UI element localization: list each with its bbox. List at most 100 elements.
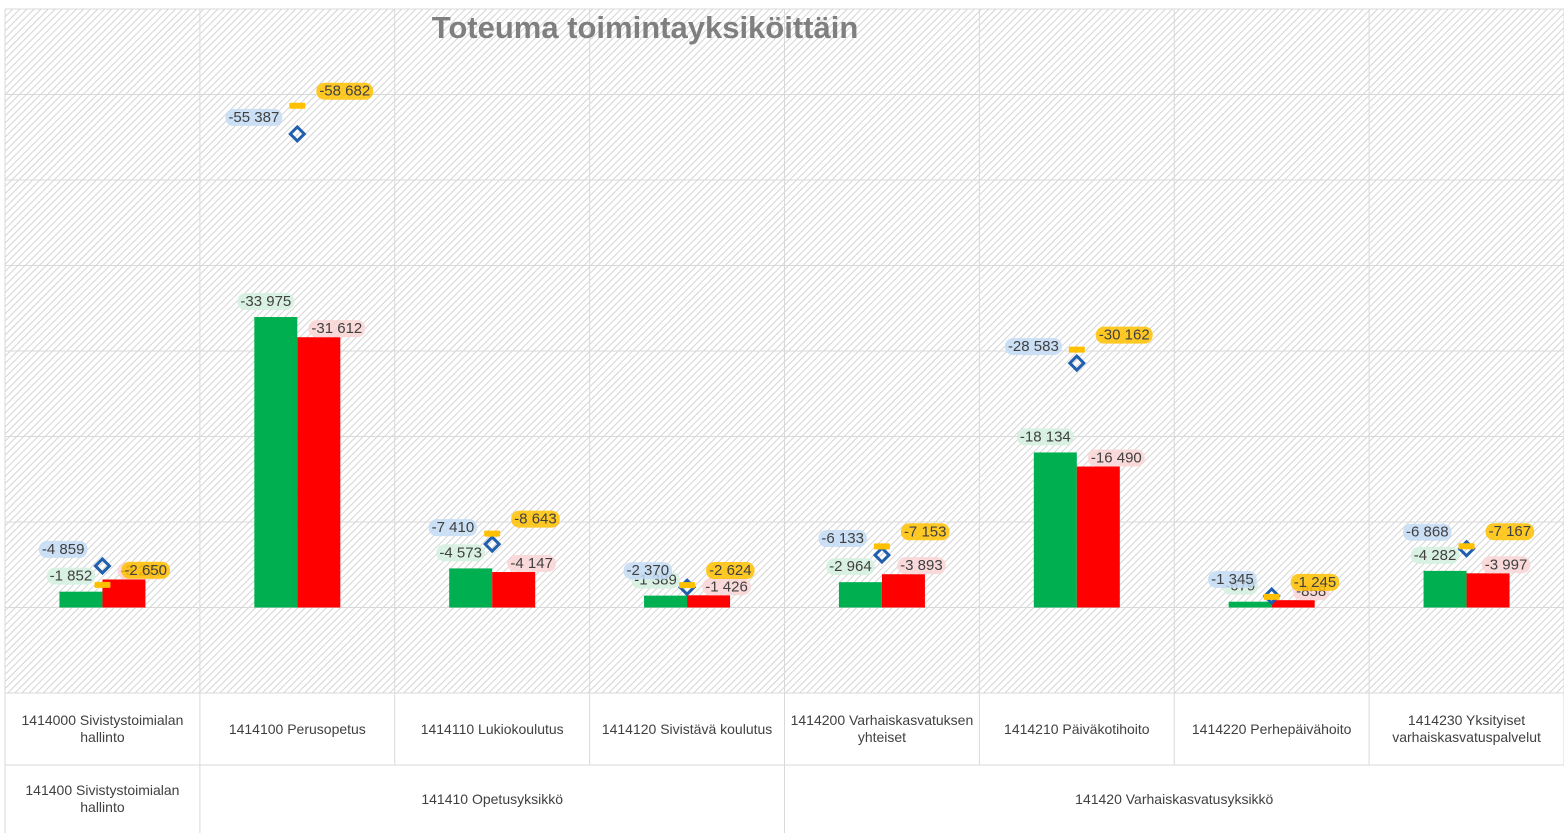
data-label: -4 147 [510,555,553,572]
group-label: 141420 Varhaiskasvatusyksikkö [1075,790,1274,807]
data-label-group: -55 387 [225,108,283,126]
marker-dash [873,543,890,550]
data-label: -6 133 [821,530,864,547]
data-label: -18 134 [1020,428,1071,445]
data-label-bg [702,578,751,596]
marker-diamond [93,556,112,576]
data-label-bg [1016,428,1074,446]
data-label-bg [706,562,755,580]
data-label-bg [897,557,946,575]
data-label-bg [1481,556,1531,574]
data-label-group: -31 612 [308,320,366,338]
data-label: -7 153 [904,523,947,540]
x-tick-label: 1414000 Sivistystoimialan hallinto [21,712,184,745]
data-label-group: -4 147 [507,555,556,573]
data-label: -4 573 [439,544,482,561]
data-label: -1 426 [705,578,748,595]
data-label: -4 282 [1414,547,1457,564]
marker-dash [289,102,306,109]
data-label: -16 490 [1091,449,1142,466]
data-label-group: -4 859 [38,540,88,558]
data-label: -1 345 [1211,571,1254,588]
data-label-bg [818,530,867,548]
data-label-group: -7 410 [428,519,478,537]
data-label: -1 852 [50,568,93,585]
data-label-group: -2 964 [826,558,875,576]
data-label-bg [1208,570,1257,588]
data-label-bg [900,523,950,541]
data-label-bg [511,510,560,528]
data-label-group: -33 975 [237,292,295,310]
bar [1228,601,1272,608]
marker-diamond [1262,586,1281,606]
data-label: -6 868 [1406,524,1449,541]
data-label: -4 859 [42,541,85,558]
data-label-group: -7 153 [900,523,950,541]
bar [449,568,493,608]
bar [838,582,882,608]
x-tick-label: 1414110 Lukiokoulutus [420,720,564,737]
bar [59,591,103,608]
x-tick-label: 1414220 Perhepäivähoito [1191,720,1352,737]
marker-diamond [483,535,502,554]
data-label-group: -1 345 [1208,570,1257,588]
marker-dash [94,581,111,588]
data-label-bg [1403,523,1452,541]
data-label-bg [1087,449,1145,467]
data-label: -7 410 [432,519,475,536]
marker-dash [1263,593,1280,600]
bar [1423,570,1467,608]
group-label: 141410 Opetusyksikkö [421,790,563,807]
data-label-bg [826,558,875,576]
chart-title: Toteuma toimintayksiköittäin [431,10,859,45]
data-label-group: -4 573 [436,544,485,562]
data-label: -55 387 [228,109,279,126]
marker-dash [1458,543,1475,550]
data-label-group: -28 583 [1004,338,1062,356]
marker-dash [1068,346,1085,353]
bar [881,574,925,608]
bar [254,317,298,608]
bar [1076,466,1120,608]
data-label: -2 370 [627,562,670,579]
data-label-group: -1 245 [1290,573,1340,591]
data-label-bg [428,519,478,537]
data-label-bg [507,555,556,573]
data-label-bg [1004,338,1062,356]
data-label: -2 650 [124,562,167,579]
data-label-group: -3 893 [897,557,946,575]
data-label-group: -58 682 [316,82,374,100]
data-label-group: -6 868 [1403,523,1452,541]
data-label: -3 997 [1485,556,1528,573]
data-label-bg [237,292,295,310]
bar [297,337,341,608]
bar [492,572,536,608]
data-label: -58 682 [319,83,370,100]
data-label: -30 162 [1099,327,1150,344]
data-label-bg [38,540,88,558]
data-label-bg [316,82,374,100]
group-label: 141400 Sivistystoimialan hallinto [25,782,180,815]
data-label: -28 583 [1008,338,1059,355]
data-label-group: -3 997 [1481,556,1531,574]
data-label-bg [1410,546,1460,564]
data-label-group: -30 162 [1095,326,1153,344]
data-label-group: -2 624 [706,562,755,580]
data-label: -1 245 [1294,574,1337,591]
data-label: -3 893 [900,557,943,574]
data-label-group: -1 852 [46,567,96,585]
data-label-group: -2 650 [121,561,170,579]
marker-dash [484,530,501,537]
x-tick-label: 1414210 Päiväkotihoito [1004,720,1150,737]
marker-diamond [288,124,307,144]
x-tick-label: 1414230 Yksityiset varhaiskasvatuspalvel… [1392,712,1541,745]
data-label-bg [121,561,170,579]
data-label-bg [1485,523,1535,541]
data-label-bg [436,544,485,562]
data-label-group: -1 426 [702,578,751,596]
data-label-group: -7 167 [1485,523,1535,541]
x-tick-label: 1414200 Varhaiskasvatuksen yhteiset [790,712,974,745]
data-label: -31 612 [311,320,362,337]
data-label: -8 643 [514,511,557,528]
